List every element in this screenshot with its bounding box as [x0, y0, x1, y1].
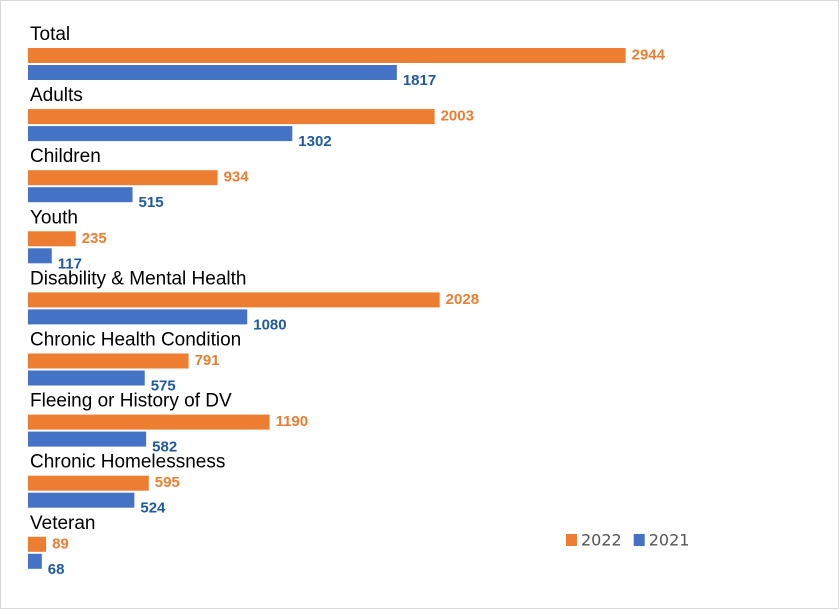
bar — [28, 231, 76, 247]
value-label: 934 — [224, 169, 250, 186]
category-label: Adults — [30, 85, 83, 106]
category-label: Youth — [30, 207, 78, 228]
value-label: 582 — [152, 439, 177, 456]
value-label: 68 — [48, 561, 65, 578]
bar — [28, 475, 149, 491]
legend-swatch — [566, 534, 577, 546]
bar — [28, 414, 270, 430]
value-label: 575 — [151, 377, 176, 394]
category-label: Chronic Homelessness — [30, 452, 225, 473]
category-label: Total — [30, 24, 70, 45]
bar — [28, 248, 52, 264]
value-label: 2028 — [446, 291, 479, 308]
bar — [28, 370, 145, 386]
value-label: 2003 — [441, 108, 474, 125]
bar — [28, 431, 147, 447]
value-label: 2944 — [632, 46, 666, 63]
category-label: Veteran — [30, 513, 96, 534]
legend-label: 2022 — [581, 531, 622, 550]
bar — [28, 309, 248, 325]
category-label: Fleeing or History of DV — [30, 391, 232, 412]
bar — [28, 553, 42, 569]
value-label: 515 — [139, 194, 164, 211]
bar — [28, 170, 218, 186]
value-label: 117 — [58, 255, 82, 272]
category-label: Disability & Mental Health — [30, 268, 246, 289]
legend-label: 2021 — [649, 531, 690, 550]
bar — [28, 492, 135, 508]
value-label: 595 — [155, 474, 180, 491]
value-label: 1080 — [253, 316, 286, 333]
bar — [28, 292, 440, 308]
value-label: 89 — [52, 535, 69, 552]
bar — [28, 48, 626, 63]
value-label: 791 — [195, 352, 220, 369]
value-label: 524 — [140, 500, 166, 517]
value-label: 1817 — [403, 72, 436, 89]
bar — [28, 109, 435, 125]
bar — [28, 353, 189, 369]
bar — [28, 126, 293, 142]
value-label: 1302 — [298, 133, 331, 150]
category-label: Children — [30, 146, 101, 167]
category-label: Chronic Health Condition — [30, 330, 241, 351]
bar — [28, 536, 47, 552]
legend-swatch — [633, 534, 645, 546]
bar — [28, 187, 133, 203]
value-label: 1190 — [276, 413, 309, 430]
value-label: 235 — [82, 230, 107, 247]
bar — [28, 65, 397, 80]
